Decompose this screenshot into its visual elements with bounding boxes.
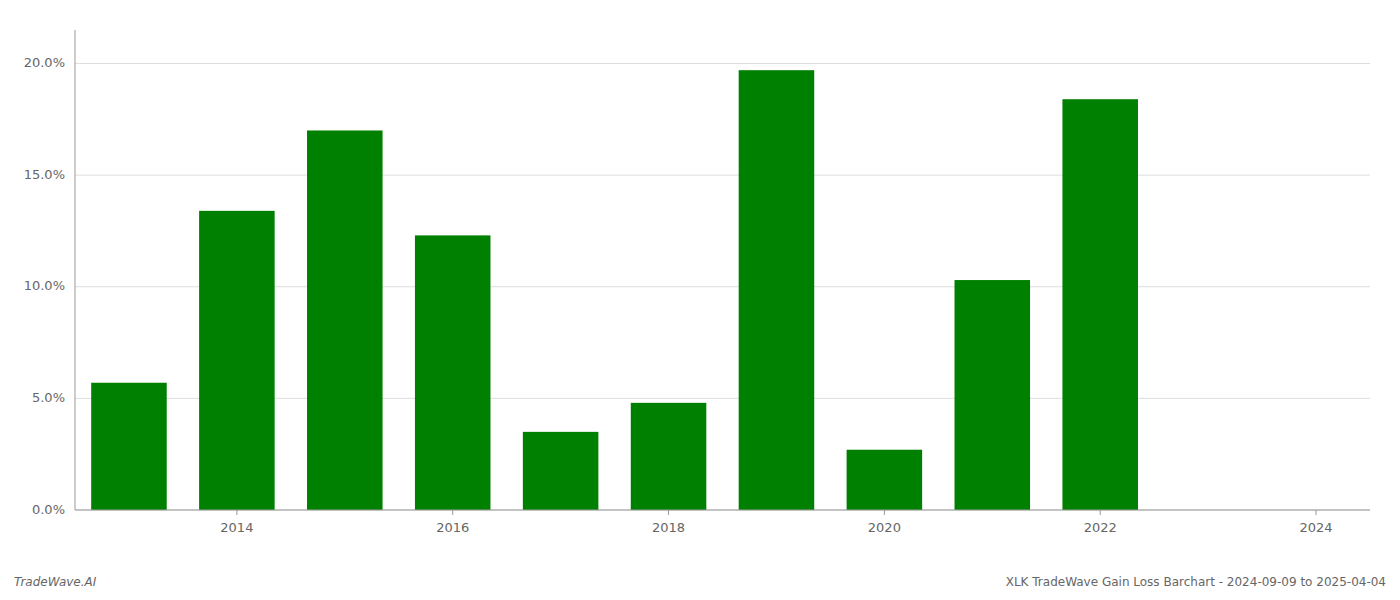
bar [91, 383, 167, 510]
footer-right: XLK TradeWave Gain Loss Barchart - 2024-… [1006, 575, 1386, 589]
x-tick [452, 510, 453, 515]
x-tick-label: 2014 [220, 520, 253, 535]
bar [199, 211, 275, 510]
x-tick [1316, 510, 1317, 515]
y-tick-label: 10.0% [24, 278, 65, 293]
bars [91, 70, 1138, 510]
x-tick-label: 2022 [1084, 520, 1117, 535]
bar [415, 235, 491, 510]
y-tick-label: 5.0% [32, 390, 65, 405]
x-tick [668, 510, 669, 515]
footer-left: TradeWave.AI [14, 575, 97, 589]
y-tick-label: 20.0% [24, 55, 65, 70]
x-tick-label: 2024 [1299, 520, 1332, 535]
y-axis-line [75, 30, 76, 510]
x-axis-line [75, 510, 1370, 511]
bar [307, 130, 383, 510]
y-tick-label: 0.0% [32, 502, 65, 517]
grid-line [75, 510, 1370, 511]
x-tick [884, 510, 885, 515]
x-tick [236, 510, 237, 515]
grid-line [75, 63, 1370, 64]
x-tick-label: 2020 [868, 520, 901, 535]
chart-container: 0.0%5.0%10.0%15.0%20.0%20142016201820202… [0, 0, 1400, 600]
chart-svg: 0.0%5.0%10.0%15.0%20.0%20142016201820202… [0, 0, 1400, 600]
bar [1062, 99, 1138, 510]
bar [955, 280, 1031, 510]
x-tick [1100, 510, 1101, 515]
page: {"chart_data": {"type": "bar", "x": [201… [0, 0, 1400, 600]
bar [523, 432, 599, 510]
bar [847, 450, 923, 510]
grid [75, 63, 1370, 510]
bar [631, 403, 707, 510]
annotations: TradeWave.AI XLK TradeWave Gain Loss Barc… [14, 575, 1386, 589]
x-axis: 2014 2016 2018 2020 2022 2024 [75, 510, 1370, 535]
x-tick-label: 2016 [436, 520, 469, 535]
x-tick-label: 2018 [652, 520, 685, 535]
bar [739, 70, 815, 510]
grid-line [75, 175, 1370, 176]
y-axis: 0.0% 5.0% 10.0% 15.0% 20.0% [24, 30, 75, 517]
y-tick-label: 15.0% [24, 167, 65, 182]
